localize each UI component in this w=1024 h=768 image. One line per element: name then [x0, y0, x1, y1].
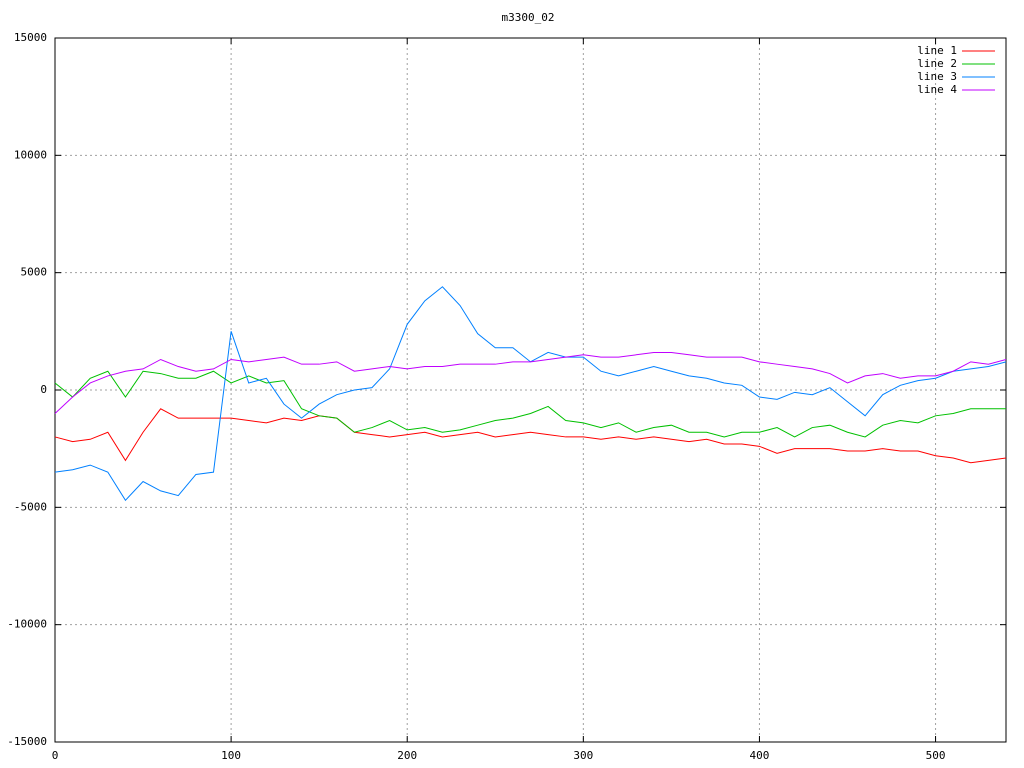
x-tick-label: 100	[221, 749, 241, 762]
y-tick-label: 15000	[14, 31, 47, 44]
y-tick-label: -15000	[7, 735, 47, 748]
chart-title: m3300_02	[502, 11, 555, 24]
x-tick-label: 0	[52, 749, 59, 762]
x-tick-label: 400	[750, 749, 770, 762]
line-series	[54, 370, 1006, 438]
y-tick-label: 0	[40, 383, 47, 396]
y-tick-label: 5000	[21, 266, 48, 279]
line-series	[54, 351, 1007, 414]
y-tick-label: 10000	[14, 148, 47, 161]
legend-label: line 4	[917, 83, 957, 96]
x-tick-label: 500	[926, 749, 946, 762]
x-tick-label: 200	[397, 749, 417, 762]
y-tick-label: -5000	[14, 500, 47, 513]
legend-label: line 1	[917, 44, 957, 57]
line-series	[54, 408, 1007, 464]
legend-label: line 3	[917, 70, 957, 83]
y-tick-label: -10000	[7, 618, 47, 631]
x-tick-label: 300	[573, 749, 593, 762]
legend-label: line 2	[917, 57, 957, 70]
plot-frame	[54, 37, 1007, 743]
